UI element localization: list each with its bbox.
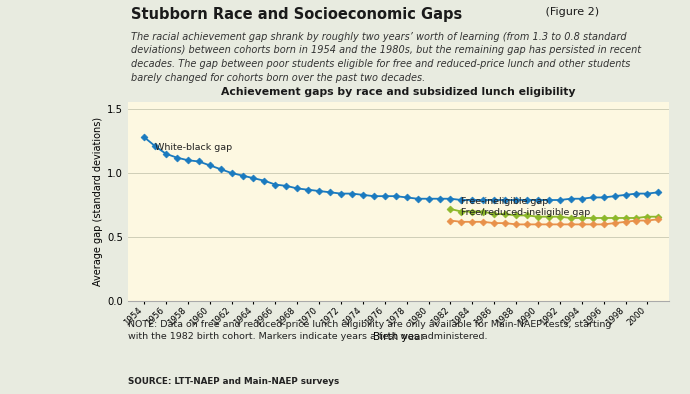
Text: NOTE: Data on free and reduced-price lunch eligibility are only available for Ma: NOTE: Data on free and reduced-price lun… (128, 320, 611, 342)
Text: SOURCE: LTT-NAEP and Main-NAEP surveys: SOURCE: LTT-NAEP and Main-NAEP surveys (128, 377, 339, 387)
X-axis label: Birth year: Birth year (373, 332, 424, 342)
Y-axis label: Average gap (standard deviations): Average gap (standard deviations) (92, 117, 103, 286)
Text: The racial achievement gap shrank by roughly two years’ worth of learning (from : The racial achievement gap shrank by rou… (131, 32, 641, 82)
Text: Free/reduced-ineligible gap: Free/reduced-ineligible gap (462, 208, 591, 217)
Text: Free-ineligible gap: Free-ineligible gap (462, 197, 549, 206)
Text: White-black gap: White-black gap (155, 143, 232, 152)
Title: Achievement gaps by race and subsidized lunch eligibility: Achievement gaps by race and subsidized … (221, 87, 575, 97)
Text: Stubborn Race and Socioeconomic Gaps: Stubborn Race and Socioeconomic Gaps (131, 7, 462, 22)
Text: (Figure 2): (Figure 2) (542, 7, 599, 17)
